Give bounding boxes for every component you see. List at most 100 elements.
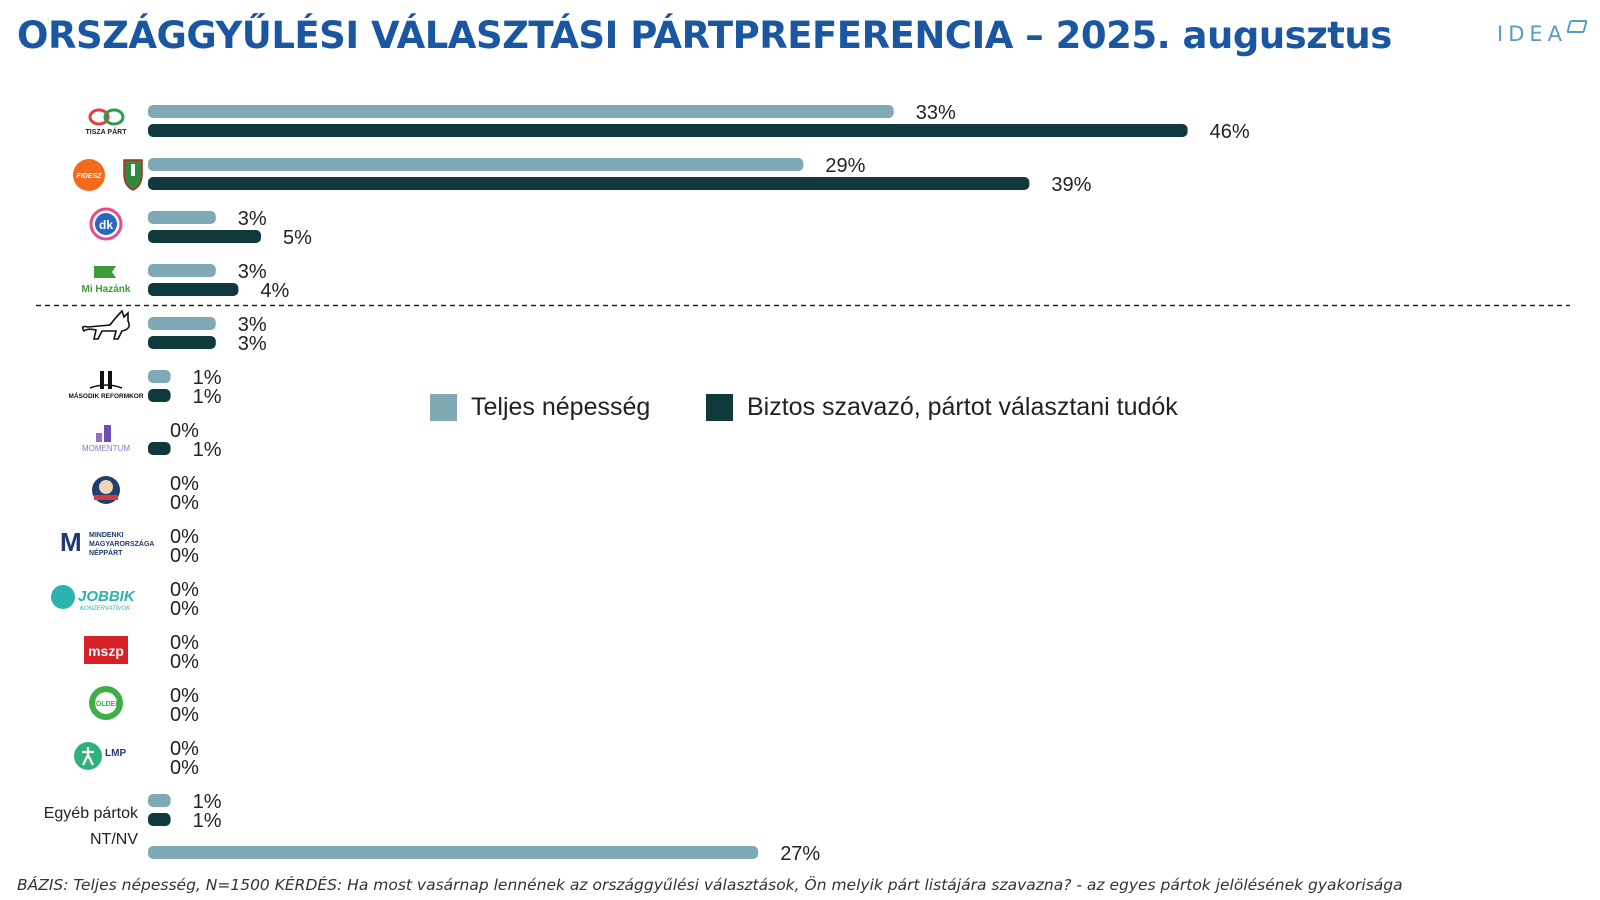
mmn-text-line3: NÉPPÁRT: [89, 548, 123, 557]
masodik-reformkor-logo: [89, 371, 123, 389]
zoldek-logo: [89, 686, 123, 720]
data-label: 0%: [170, 598, 199, 620]
data-label: 33%: [916, 102, 956, 124]
legend-swatch-biztos: [706, 393, 733, 421]
data-label: 5%: [283, 227, 312, 249]
tisza-loop-right-icon: [103, 108, 125, 126]
data-label: 4%: [260, 280, 289, 302]
bar-biztos: [148, 442, 171, 455]
mkkp-cat-logo: [81, 309, 130, 340]
data-label: 0%: [170, 651, 199, 673]
data-label: 3%: [238, 261, 267, 283]
tisza-text: TISZA PÁRT: [86, 127, 128, 136]
mi-hazank-text: Mi Hazánk: [82, 284, 131, 295]
masodik-reformkor-text: MÁSODIK REFORMKOR: [68, 391, 143, 400]
fidesz-circle-icon: [73, 159, 105, 191]
idea-brand-logo: IDEA: [1497, 22, 1567, 46]
bar-teljes: [148, 158, 804, 171]
zoldek-text: ZÖLDEK: [92, 699, 121, 708]
bar-biztos: [148, 813, 171, 826]
data-label: 0%: [170, 738, 199, 760]
mszp-box-icon: [84, 636, 128, 664]
data-label: 0%: [170, 757, 199, 779]
bar-teljes: [148, 317, 216, 330]
legend-item-teljes: Teljes népesség: [430, 392, 650, 422]
data-label: 0%: [170, 473, 199, 495]
bar-biztos: [148, 230, 261, 243]
data-label: 3%: [238, 333, 267, 355]
bar-biztos: [148, 389, 171, 402]
bridge-pillar-icon: [100, 371, 104, 389]
mi-hazank-logo: [94, 266, 116, 278]
data-label: 3%: [238, 208, 267, 230]
bar-teljes: [148, 846, 759, 859]
zoldek-inner-icon: [95, 692, 117, 714]
data-label: 1%: [193, 367, 222, 389]
bar-teljes: [148, 105, 894, 118]
mszp-logo: [84, 636, 128, 664]
momentum-bar-icon: [104, 425, 111, 442]
jobbik-emblem-icon: [51, 585, 75, 609]
data-label: 0%: [170, 420, 199, 442]
dk-ring-icon: [89, 207, 123, 241]
data-label: 0%: [170, 492, 199, 514]
dk-text: dk: [99, 218, 113, 232]
page-title: ORSZÁGGYŰLÉSI VÁLASZTÁSI PÁRTPREFERENCIA…: [17, 14, 1392, 57]
data-label: 0%: [170, 632, 199, 654]
data-label: 1%: [193, 386, 222, 408]
tisza-loop-left-icon: [88, 108, 110, 126]
bar-biztos: [148, 283, 239, 296]
jobbik-logo: [51, 585, 75, 609]
bridge-arc-icon: [89, 384, 123, 389]
mszp-text: mszp: [88, 643, 124, 659]
data-label: 29%: [825, 155, 865, 177]
mmn-text-line1: MINDENKI: [89, 532, 124, 539]
tisza-logo: [88, 108, 125, 126]
data-label: 39%: [1051, 174, 1091, 196]
footnote: BÁZIS: Teljes népesség, N=1500 KÉRDÉS: H…: [17, 876, 1403, 894]
bar-teljes: [148, 370, 171, 383]
bar-biztos: [148, 124, 1188, 137]
data-label: 0%: [170, 579, 199, 601]
legend-swatch-teljes: [430, 393, 457, 421]
mmn-text-line2: MAGYARORSZÁGA: [89, 539, 154, 548]
lmp-logo: [74, 742, 102, 770]
two-tailed-dog-icon: [81, 309, 130, 340]
data-label: 1%: [193, 791, 222, 813]
party-face-logo: [92, 476, 120, 504]
face-icon: [99, 480, 113, 494]
legend-label-biztos: Biztos szavazó, pártot választani tudók: [747, 392, 1178, 421]
fidesz-kdnp-logo: [73, 159, 143, 191]
legend-label-teljes: Teljes népesség: [471, 392, 651, 421]
category-label: Egyéb pártok: [44, 805, 139, 822]
momentum-text: MOMENTUM: [82, 444, 130, 453]
data-label: 1%: [193, 439, 222, 461]
dk-circle-icon: [95, 213, 117, 235]
momentum-bar-icon: [96, 433, 102, 442]
lmp-walker-icon: [82, 747, 94, 766]
data-label: 0%: [170, 545, 199, 567]
data-label: 1%: [193, 810, 222, 832]
jobbik-text: JOBBIK: [78, 588, 136, 605]
data-label: 0%: [170, 526, 199, 548]
bar-biztos: [148, 177, 1030, 190]
dk-logo: [89, 207, 123, 241]
lmp-text: LMP: [105, 748, 126, 759]
bar-biztos: [148, 336, 216, 349]
data-label: 0%: [170, 685, 199, 707]
jobbik-subtext: KONZERVATÍVOK: [80, 605, 131, 612]
mi-hazank-flag-icon: [94, 266, 116, 278]
kdnp-cross-icon: [131, 164, 135, 176]
face-banner-icon: [94, 495, 118, 500]
data-label: 0%: [170, 704, 199, 726]
fidesz-text: FIDESZ: [77, 173, 103, 180]
data-label: 27%: [780, 843, 820, 865]
bar-teljes: [148, 211, 216, 224]
momentum-logo: [96, 425, 111, 442]
mmn-m-icon: M: [60, 527, 82, 557]
category-label: NT/NV: [90, 831, 138, 848]
data-label: 46%: [1210, 121, 1250, 143]
bar-teljes: [148, 794, 171, 807]
bar-teljes: [148, 264, 216, 277]
